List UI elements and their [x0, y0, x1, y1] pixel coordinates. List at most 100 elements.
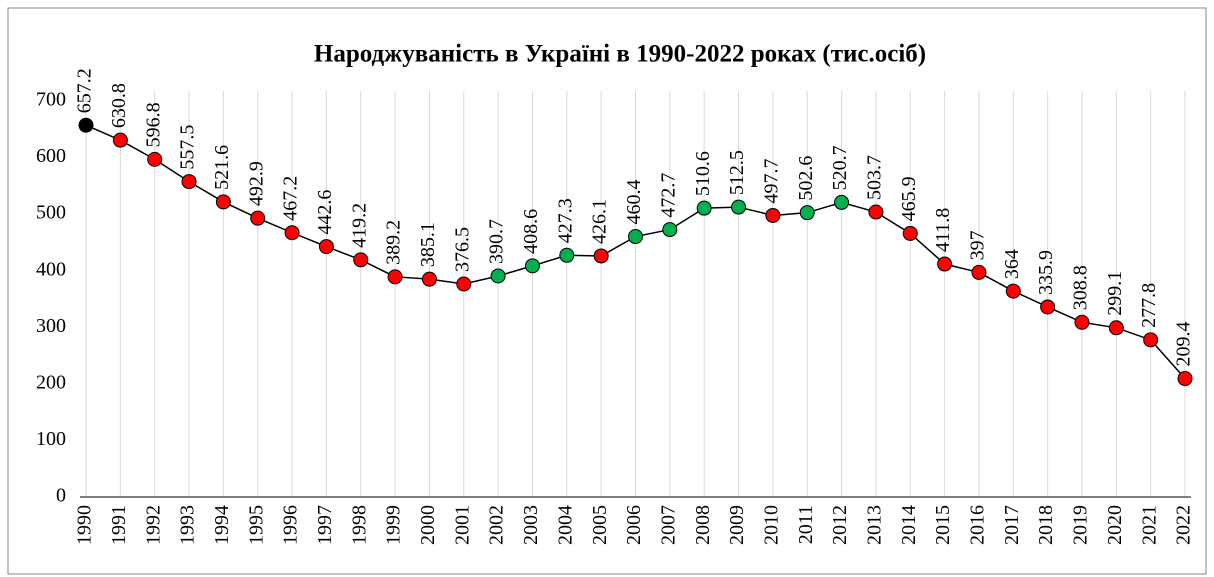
x-tick-label: 1996: [280, 505, 302, 545]
marker: [318, 239, 334, 255]
data-label: 520.7: [829, 145, 851, 190]
marker: [1177, 371, 1193, 387]
x-tick-label: 2007: [657, 505, 679, 545]
chart-border: [7, 7, 1207, 575]
data-label: 460.4: [623, 180, 645, 225]
x-tick-label: 1992: [142, 505, 164, 545]
data-label: 277.8: [1138, 283, 1160, 328]
marker: [353, 252, 369, 268]
data-label: 503.7: [864, 155, 886, 200]
x-tick-label: 2002: [486, 505, 508, 545]
data-label: 390.7: [486, 219, 508, 264]
y-tick-label: 500: [36, 202, 66, 224]
marker: [834, 194, 850, 210]
data-label: 426.1: [589, 199, 611, 244]
data-label: 376.5: [451, 227, 473, 272]
marker: [559, 247, 575, 263]
marker: [1005, 283, 1021, 299]
x-tick-label: 2013: [864, 505, 886, 545]
data-label: 389.2: [383, 220, 405, 265]
marker: [524, 258, 540, 274]
x-tick-label: 1993: [177, 505, 199, 545]
data-label: 557.5: [177, 125, 199, 170]
marker: [250, 210, 266, 226]
marker: [387, 269, 403, 285]
x-tick-label: 1999: [383, 505, 405, 545]
data-label: 512.5: [726, 150, 748, 195]
x-tick-label: 2003: [520, 505, 542, 545]
y-tick-label: 600: [36, 145, 66, 167]
marker: [284, 225, 300, 241]
x-tick-label: 2000: [417, 505, 439, 545]
data-label: 467.2: [280, 176, 302, 221]
y-tick-label: 400: [36, 258, 66, 280]
x-tick-label: 2009: [726, 505, 748, 545]
x-tick-label: 2011: [795, 505, 817, 544]
marker: [456, 276, 472, 292]
x-tick-label: 2021: [1138, 505, 1160, 545]
marker: [1040, 299, 1056, 315]
marker: [662, 222, 678, 238]
marker: [490, 268, 506, 284]
x-tick-label: 2008: [692, 505, 714, 545]
x-tick-label: 2006: [623, 505, 645, 545]
data-label: 335.9: [1035, 250, 1057, 295]
marker: [215, 194, 231, 210]
y-tick-label: 200: [36, 371, 66, 393]
y-tick-label: 100: [36, 428, 66, 450]
data-label: 411.8: [932, 208, 954, 252]
marker: [181, 174, 197, 190]
data-label: 397: [967, 230, 989, 260]
y-tick-label: 700: [36, 89, 66, 111]
marker: [421, 271, 437, 287]
marker: [593, 248, 609, 264]
marker: [78, 117, 94, 133]
data-label: 364: [1001, 249, 1023, 279]
x-tick-label: 2005: [589, 505, 611, 545]
x-tick-label: 1990: [74, 505, 96, 545]
x-tick-label: 2020: [1104, 505, 1126, 545]
data-label: 419.2: [348, 203, 370, 248]
y-tick-label: 0: [56, 485, 66, 507]
data-label: 209.4: [1173, 322, 1195, 367]
x-tick-label: 2019: [1070, 505, 1092, 545]
data-label: 385.1: [417, 222, 439, 267]
x-tick-label: 2022: [1173, 505, 1195, 545]
marker: [868, 204, 884, 220]
marker: [902, 225, 918, 241]
x-tick-label: 2015: [932, 505, 954, 545]
marker: [937, 256, 953, 272]
data-label: 472.7: [657, 173, 679, 218]
x-tick-label: 2010: [760, 505, 782, 545]
x-tick-label: 2012: [829, 505, 851, 545]
data-label: 427.3: [554, 198, 576, 243]
x-tick-label: 2017: [1001, 505, 1023, 545]
marker: [112, 132, 128, 148]
data-label: 502.6: [795, 156, 817, 201]
data-label: 510.6: [692, 151, 714, 196]
data-label: 299.1: [1104, 271, 1126, 316]
data-label: 596.8: [142, 102, 164, 147]
x-tick-label: 2014: [898, 505, 920, 545]
x-tick-label: 2018: [1035, 505, 1057, 545]
marker: [765, 207, 781, 223]
x-tick-label: 1994: [211, 505, 233, 545]
x-tick-label: 1997: [314, 505, 336, 545]
marker: [628, 229, 643, 245]
data-label: 521.6: [211, 145, 233, 190]
x-tick-label: 2004: [554, 505, 576, 545]
marker: [1143, 332, 1159, 348]
data-label: 442.6: [314, 190, 336, 235]
marker: [731, 199, 747, 215]
data-label: 492.9: [245, 161, 267, 206]
data-label: 308.8: [1070, 265, 1092, 310]
marker: [1108, 320, 1124, 336]
marker: [799, 205, 815, 221]
x-tick-label: 2016: [967, 505, 989, 545]
chart-title: Народжуваність в Україні в 1990-2022 рок…: [314, 41, 926, 68]
y-tick-label: 300: [36, 315, 66, 337]
data-label: 497.7: [760, 158, 782, 203]
x-tick-label: 2001: [451, 505, 473, 545]
data-label: 657.2: [74, 68, 96, 113]
